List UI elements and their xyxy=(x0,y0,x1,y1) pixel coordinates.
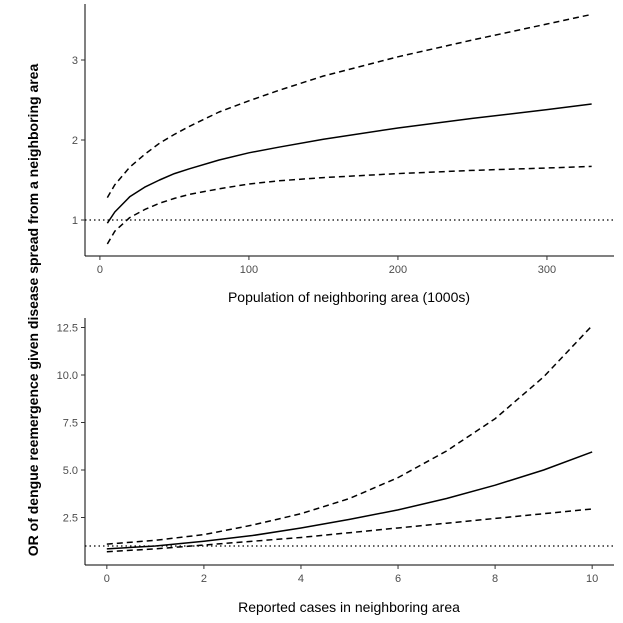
y-tick-label: 5.0 xyxy=(63,465,78,477)
y-tick-label: 12.5 xyxy=(57,323,78,335)
x-tick-label: 0 xyxy=(97,264,103,276)
shared-y-axis-label: OR of dengue reemergence given disease s… xyxy=(25,64,41,557)
x-tick-label: 10 xyxy=(586,573,598,585)
y-tick-label: 3 xyxy=(72,55,78,67)
upper-ci-line xyxy=(106,13,592,198)
estimate-line xyxy=(106,103,592,224)
y-tick-label: 2.5 xyxy=(63,513,78,525)
x-axis-title: Population of neighboring area (1000s) xyxy=(228,289,470,305)
x-tick-label: 300 xyxy=(538,264,556,276)
y-tick-label: 10.0 xyxy=(57,370,78,382)
lower-ci-line xyxy=(106,508,593,553)
x-tick-label: 0 xyxy=(104,573,110,585)
lower-ci-line xyxy=(106,165,592,245)
x-tick-label: 200 xyxy=(389,264,407,276)
x-tick-label: 6 xyxy=(395,573,401,585)
x-tick-label: 2 xyxy=(201,573,207,585)
y-tick-label: 2 xyxy=(72,135,78,147)
estimate-line xyxy=(106,451,593,550)
upper-ci-line xyxy=(106,325,593,545)
panel-reported-cases: Reported cases in neighboring area 0 2 4 6 8… xyxy=(57,318,614,615)
x-tick-label: 8 xyxy=(492,573,498,585)
x-tick-label: 100 xyxy=(240,264,258,276)
x-tick-label: 4 xyxy=(298,573,304,585)
x-axis-title: Reported cases in neighboring area xyxy=(238,599,460,615)
panel-population: Population of neighboring area (1000s) 0… xyxy=(72,4,614,305)
y-tick-label: 7.5 xyxy=(63,418,78,430)
y-tick-label: 1 xyxy=(72,215,78,227)
